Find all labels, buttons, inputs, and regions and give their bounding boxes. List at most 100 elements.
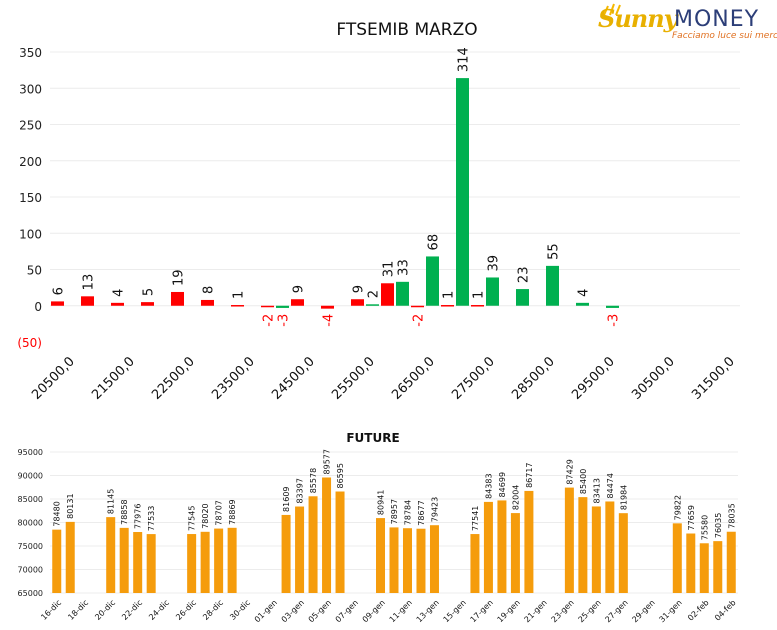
- data-label: 77533: [147, 506, 156, 531]
- data-label: 77545: [188, 506, 197, 531]
- future-bar: [672, 523, 682, 593]
- x-tick-label: 30-dic: [228, 598, 252, 622]
- x-tick-label: 18-dic: [66, 598, 90, 622]
- bar-red: [231, 305, 244, 307]
- y-tick-label: 95000: [18, 448, 43, 457]
- future-bar: [686, 533, 696, 593]
- data-label: 1: [472, 291, 487, 299]
- bar-green: [516, 289, 529, 306]
- future-bar: [389, 527, 399, 593]
- future-bar: [335, 491, 345, 593]
- chart-title: FUTURE: [346, 431, 399, 445]
- y-tick-label: 50: [27, 264, 42, 278]
- x-tick-label: 07-gen: [334, 598, 360, 624]
- data-label: 82004: [511, 485, 520, 510]
- x-tick-label: 04-feb: [713, 598, 738, 623]
- data-label: 80131: [66, 493, 75, 518]
- future-bar: [133, 532, 143, 593]
- data-label: 76035: [714, 513, 723, 538]
- bar-red: [471, 305, 484, 307]
- bar-green: [456, 78, 469, 306]
- x-tick-label: 30500,0: [629, 354, 678, 403]
- future-bar: [119, 527, 129, 593]
- data-label: 78480: [53, 501, 62, 526]
- data-label: 4: [577, 289, 592, 297]
- x-tick-label: 25-gen: [577, 598, 603, 624]
- data-label: 80941: [377, 490, 386, 515]
- bar-green: [396, 281, 409, 306]
- data-label: -2: [412, 314, 427, 327]
- data-label: -2: [262, 314, 277, 327]
- data-label: 87429: [565, 459, 574, 484]
- y-tick-label: (50): [17, 336, 42, 350]
- data-label: 77541: [471, 506, 480, 531]
- data-label: 78858: [120, 499, 129, 524]
- data-label: 81145: [107, 489, 116, 514]
- future-bar: [416, 528, 426, 593]
- data-label: 31: [382, 261, 397, 278]
- logo-brand-right: MONEY: [674, 7, 760, 32]
- data-label: 89577: [323, 449, 332, 474]
- data-label: 81984: [619, 485, 628, 510]
- x-tick-label: 24-dic: [147, 598, 171, 622]
- x-tick-label: 27-gen: [603, 598, 629, 624]
- x-tick-label: 17-gen: [469, 598, 495, 624]
- x-tick-label: 23-gen: [550, 598, 576, 624]
- future-bar: [605, 501, 615, 593]
- y-tick-label: 0: [34, 300, 42, 314]
- x-tick-label: 29500,0: [569, 354, 618, 403]
- future-bar: [281, 514, 291, 593]
- data-label: 85578: [309, 468, 318, 493]
- x-tick-label: 31-gen: [657, 598, 683, 624]
- future-bar: [483, 501, 493, 593]
- bar-green: [486, 277, 499, 306]
- x-tick-label: 11-gen: [388, 598, 414, 624]
- x-tick-label: 28-dic: [201, 598, 225, 622]
- data-label: 79822: [673, 495, 682, 520]
- future-bar: [578, 497, 588, 593]
- bar-green: [576, 302, 589, 306]
- future-bar: [591, 506, 601, 593]
- x-tick-label: 09-gen: [361, 598, 387, 624]
- y-tick-label: 350: [19, 46, 42, 60]
- bar-red: [291, 299, 304, 306]
- x-tick-label: 24500,0: [269, 354, 318, 403]
- data-label: 77659: [687, 505, 696, 530]
- bar-red: [411, 305, 424, 308]
- y-tick-label: 90000: [18, 472, 43, 481]
- data-label: 6: [52, 287, 67, 295]
- data-label: 78957: [390, 499, 399, 524]
- data-label: 78784: [403, 500, 412, 525]
- data-label: 83413: [592, 478, 601, 503]
- ftsemib-options-chart: FTSEMIB MARZO (50)050100150200250300350 …: [17, 20, 740, 403]
- data-label: 9: [292, 285, 307, 293]
- logo-brand-left: Sunny: [598, 4, 678, 33]
- x-tick-label: 22500,0: [149, 354, 198, 403]
- y-tick-label: 70000: [18, 566, 43, 575]
- x-tick-label: 20-dic: [93, 598, 117, 622]
- x-tick-label: 27500,0: [449, 354, 498, 403]
- bar-red: [111, 302, 124, 306]
- bar-red: [171, 291, 184, 306]
- bar-red: [351, 299, 364, 306]
- future-chart: FUTURE 65000 70000 75000 80000 85000 90000 950…: [18, 431, 738, 624]
- x-tick-label: 15-gen: [442, 598, 468, 624]
- data-label: 9: [352, 285, 367, 293]
- y-tick-label: 85000: [18, 495, 43, 504]
- future-bar: [510, 513, 520, 593]
- data-label: 314: [457, 47, 472, 72]
- future-bar: [106, 517, 116, 593]
- data-label: 2: [367, 290, 382, 298]
- y-tick-label: 300: [19, 82, 42, 96]
- data-label: 68: [427, 234, 442, 251]
- future-bar: [295, 506, 305, 593]
- x-tick-label: 21-gen: [523, 598, 549, 624]
- future-bar: [524, 490, 534, 593]
- future-bar: [308, 496, 318, 593]
- future-bar: [214, 528, 224, 593]
- data-label: 55: [547, 243, 562, 260]
- data-label: -4: [322, 314, 337, 327]
- y-tick-label: 200: [19, 155, 42, 169]
- data-label: 78869: [228, 499, 237, 524]
- data-label: 81609: [282, 486, 291, 511]
